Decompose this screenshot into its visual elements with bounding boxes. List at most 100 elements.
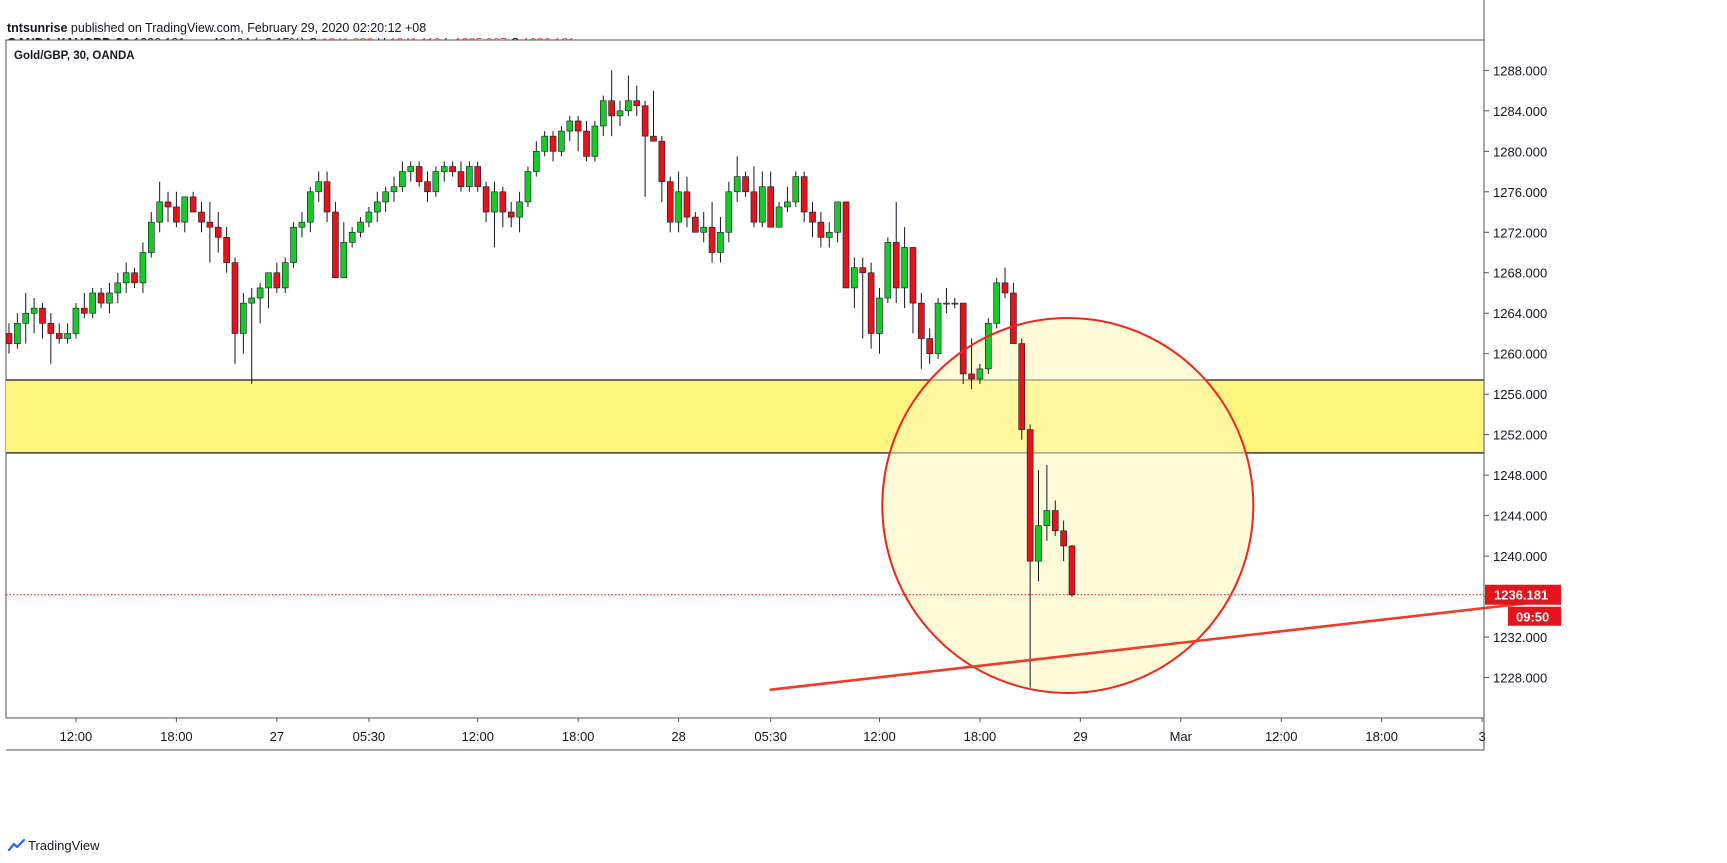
candle-body-down	[457, 171, 465, 188]
candle-body-up	[399, 171, 406, 188]
candle-body-down	[507, 211, 515, 218]
candle-body-up	[281, 262, 289, 289]
candle	[859, 257, 867, 339]
plot-frame	[5, 39, 1485, 719]
x-tick-label: 12:00	[863, 729, 896, 744]
candle	[164, 191, 172, 223]
x-tick-label: 18:00	[1365, 729, 1398, 744]
candle-body-down	[1026, 429, 1034, 562]
y-tick-label: 1248.000	[1493, 468, 1547, 483]
candle	[959, 302, 967, 385]
candle-body-up	[390, 186, 398, 193]
support-zone	[6, 380, 1484, 453]
candle-body-up	[365, 211, 373, 223]
candle	[39, 303, 46, 339]
candle-body-down	[482, 186, 490, 213]
candle-body-down	[189, 196, 197, 213]
y-tick-label: 1240.000	[1493, 549, 1547, 564]
candle-body-up	[265, 272, 272, 289]
candle	[47, 313, 55, 364]
candle	[231, 257, 239, 364]
candle-body-up	[876, 297, 883, 334]
candle	[516, 191, 523, 233]
candle-body-up	[943, 302, 950, 305]
candle-body-up	[432, 171, 440, 193]
y-tick-label: 1284.000	[1493, 104, 1547, 119]
x-tick-label: 05:30	[353, 729, 386, 744]
tradingview-logo-icon	[8, 838, 26, 852]
candle	[22, 292, 30, 344]
candle-body-up	[733, 176, 741, 193]
candle	[708, 201, 716, 263]
candle	[1060, 520, 1067, 562]
candle-body-down	[97, 292, 105, 304]
candle-body-up	[901, 247, 908, 289]
candle	[131, 267, 138, 288]
candle	[1043, 465, 1051, 541]
candle	[876, 287, 883, 354]
candle	[348, 227, 356, 248]
candle	[97, 287, 105, 309]
candle-body-up	[407, 166, 415, 172]
candle	[156, 181, 163, 233]
candle-body-up	[784, 201, 791, 208]
y-tick-label: 1244.000	[1493, 509, 1547, 524]
candle-body-up	[340, 242, 348, 279]
candle	[281, 257, 289, 293]
candle-body-down	[666, 181, 674, 223]
y-tick-label: 1260.000	[1493, 347, 1547, 362]
highlight-circle[interactable]	[881, 317, 1255, 694]
candle-body-down	[273, 272, 281, 289]
candle	[984, 318, 992, 374]
published-text: published on TradingView.com, February 2…	[70, 21, 427, 35]
candle	[867, 262, 875, 349]
candle-body-down	[918, 302, 925, 339]
candle	[725, 181, 733, 243]
candle	[373, 191, 381, 223]
candle-body-down	[323, 181, 331, 213]
candle-body-up	[884, 242, 892, 299]
candle	[918, 292, 925, 369]
candle-body-up	[993, 282, 1000, 324]
candle-body-up	[122, 272, 130, 284]
candle-body-up	[315, 181, 322, 193]
candle-body-down	[55, 333, 63, 339]
x-tick-label: 12:00	[60, 729, 93, 744]
candle	[248, 287, 256, 385]
candle	[390, 176, 398, 202]
candle	[583, 120, 590, 162]
tradingview-footer[interactable]: TradingView	[8, 838, 100, 853]
x-tick-label: 28	[671, 729, 685, 744]
candle	[683, 176, 691, 228]
candle-body-down	[859, 267, 867, 274]
candle	[700, 212, 708, 243]
x-tick-label: 18:00	[160, 729, 193, 744]
highlight-circle-fill	[882, 318, 1254, 693]
candle-body-down	[231, 262, 239, 334]
candle-body-up	[825, 231, 833, 238]
candle	[440, 161, 448, 182]
candle	[30, 298, 38, 334]
candle	[608, 70, 615, 137]
y-tick-label: 1256.000	[1493, 387, 1547, 402]
candle-body-up	[934, 302, 942, 355]
candle	[181, 196, 189, 233]
candle	[290, 222, 297, 268]
last-price-tag-label: 1236.181	[1494, 588, 1548, 603]
candle	[72, 303, 80, 339]
candle-body-up	[248, 297, 256, 304]
candle-body-up	[64, 333, 71, 339]
candle	[357, 217, 364, 238]
candle-body-up	[298, 221, 306, 228]
candle-body-up	[566, 120, 574, 132]
candle-body-up	[22, 312, 30, 324]
candle	[675, 171, 682, 233]
candle-body-down	[5, 333, 13, 344]
candle-body-down	[817, 221, 825, 238]
trend-line[interactable]	[769, 601, 1534, 691]
candle-body-up	[373, 201, 381, 213]
candle	[81, 292, 88, 319]
candle-body-up	[1035, 525, 1042, 562]
candle-body-up	[240, 302, 247, 334]
